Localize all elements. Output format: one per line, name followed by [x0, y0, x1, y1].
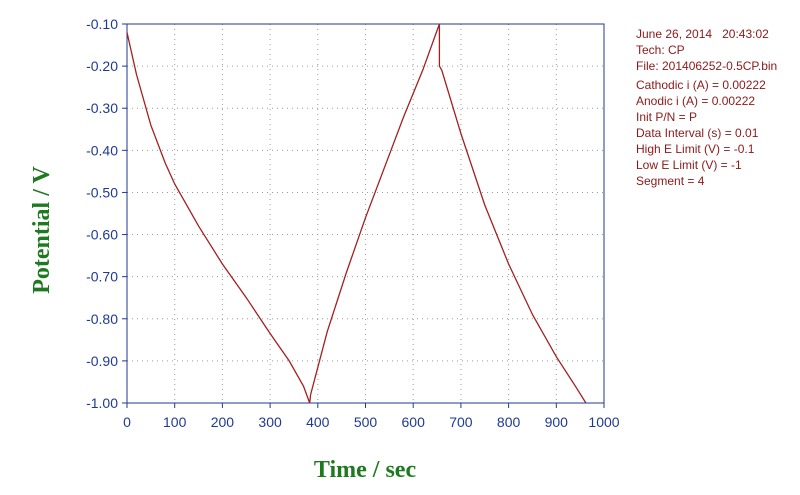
info-anodic-current: Anodic i (A) = 0.00222: [636, 94, 756, 108]
info-cathodic-current: Cathodic i (A) = 0.00222: [636, 78, 766, 92]
y-tick-label: -0.80: [86, 311, 118, 327]
x-tick-label: 400: [306, 414, 330, 430]
info-tech: Tech: CP: [636, 43, 685, 57]
info-segment: Segment = 4: [636, 174, 705, 188]
y-tick-label: -0.30: [86, 100, 118, 116]
x-tick-label: 500: [354, 414, 378, 430]
axis-ticks: [122, 23, 605, 408]
info-file: File: 201406252-0.5CP.bin: [636, 59, 778, 73]
experiment-info-panel: June 26, 2014 20:43:02 Tech: CP File: 20…: [636, 26, 800, 189]
x-tick-label: 900: [545, 414, 569, 430]
x-tick-label: 100: [163, 414, 187, 430]
y-tick-label: -1.00: [86, 395, 118, 411]
y-tick-label: -0.60: [86, 227, 118, 243]
x-tick-label: 600: [402, 414, 426, 430]
info-datetime: June 26, 2014 20:43:02: [636, 26, 800, 42]
info-init-pn: Init P/N = P: [636, 110, 698, 124]
info-high-e-limit: High E Limit (V) = -0.1: [636, 142, 755, 156]
grid: [127, 24, 604, 403]
x-tick-label: 200: [211, 414, 235, 430]
x-axis-title: Time / sec: [314, 457, 417, 483]
series-line: [126, 23, 587, 404]
x-tick-label: 800: [497, 414, 521, 430]
y-tick-label: -0.20: [86, 58, 118, 74]
y-axis-title: Potential / V: [29, 166, 55, 294]
x-tick-label: 300: [258, 414, 282, 430]
y-tick-label: -0.50: [86, 184, 118, 200]
info-data-interval: Data Interval (s) = 0.01: [636, 126, 759, 140]
info-date: June 26, 2014: [636, 27, 713, 41]
y-tick-label: -0.70: [86, 269, 118, 285]
plot-frame: [126, 23, 605, 404]
info-time: 20:43:02: [722, 27, 769, 41]
y-tick-label: -0.90: [86, 353, 118, 369]
x-tick-label: 1000: [588, 414, 619, 430]
x-tick-label: 700: [449, 414, 473, 430]
y-tick-label: -0.40: [86, 142, 118, 158]
y-tick-label: -0.10: [86, 16, 118, 32]
info-low-e-limit: Low E Limit (V) = -1: [636, 158, 742, 172]
y-tick-labels: -0.10 -0.20 -0.30 -0.40 -0.50 -0.60 -0.70 -0.80…: [86, 16, 118, 411]
x-tick-label: 0: [123, 414, 131, 430]
x-tick-labels: 0 100 200 300 400 500 600 700 800 900 1000: [123, 414, 620, 430]
